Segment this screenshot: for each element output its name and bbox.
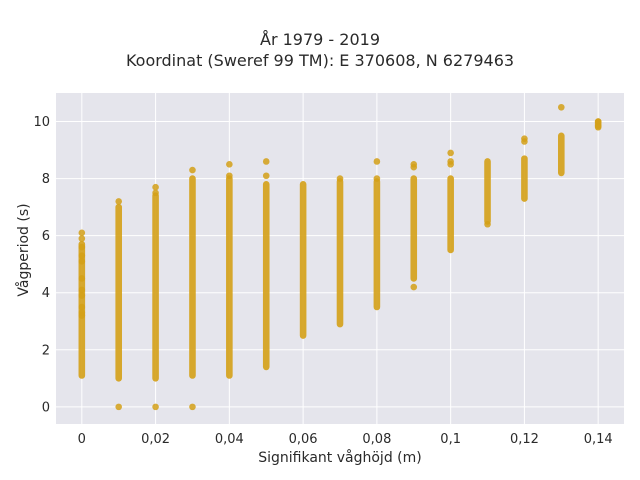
point-column	[447, 175, 454, 254]
point-column	[299, 181, 307, 339]
chart-subtitle: Koordinat (Sweref 99 TM): E 370608, N 62…	[125, 51, 515, 70]
data-point	[78, 286, 86, 294]
y-tick-label: 8	[42, 172, 50, 187]
y-axis-label: Vågperiod (s)	[15, 203, 32, 296]
point-column	[373, 178, 381, 311]
data-point	[78, 243, 86, 251]
x-tick-label: 0,12	[510, 432, 539, 447]
x-tick-label: 0,08	[362, 432, 391, 447]
point-column	[484, 158, 491, 225]
x-tick-label: 0	[78, 432, 86, 447]
data-point	[226, 161, 233, 168]
data-point	[447, 149, 454, 157]
data-point	[373, 158, 381, 165]
data-point	[78, 229, 86, 237]
data-point	[78, 258, 86, 265]
x-tick-label: 0,04	[215, 432, 244, 447]
point-column	[262, 181, 270, 371]
data-point	[78, 303, 86, 311]
data-point	[447, 161, 454, 168]
grid	[56, 93, 624, 424]
data-point	[152, 189, 159, 197]
point-column	[115, 203, 123, 382]
data-point	[78, 292, 86, 299]
data-point	[115, 198, 123, 205]
data-point	[373, 175, 381, 182]
point-column	[336, 178, 344, 328]
data-point	[410, 163, 418, 171]
data-point	[557, 103, 565, 111]
data-point	[78, 275, 86, 282]
scatter-points	[78, 103, 602, 411]
data-point	[521, 138, 528, 145]
point-column	[226, 175, 233, 379]
data-point	[410, 283, 418, 291]
chart-title: År 1979 - 2019	[260, 30, 380, 49]
y-tick-label: 2	[42, 343, 50, 358]
point-column	[410, 175, 418, 282]
x-tick-label: 0,06	[289, 432, 318, 447]
y-axis-ticks: 0 2 4 6 8 10	[33, 115, 50, 415]
x-axis-ticks: 0 0,02 0,04 0,06 0,08 0,1 0,12 0,14	[78, 432, 613, 447]
point-column	[152, 192, 159, 382]
data-point	[152, 403, 159, 411]
data-point	[189, 166, 196, 174]
data-point	[152, 183, 159, 191]
data-point	[594, 122, 602, 130]
data-point	[226, 172, 233, 180]
point-column	[189, 175, 196, 379]
data-point	[484, 220, 491, 228]
y-tick-label: 0	[42, 400, 50, 415]
x-tick-label: 0,1	[440, 432, 461, 447]
data-point	[262, 158, 270, 165]
data-point	[115, 403, 123, 411]
y-tick-label: 4	[42, 286, 50, 301]
x-axis-label: Signifikant våghöjd (m)	[258, 449, 421, 466]
data-point	[336, 175, 344, 182]
y-tick-label: 10	[33, 115, 50, 130]
x-tick-label: 0,02	[141, 432, 170, 447]
data-point	[262, 172, 270, 180]
point-column	[521, 155, 528, 202]
point-column	[557, 132, 565, 177]
data-point	[78, 252, 86, 259]
data-point	[78, 235, 86, 242]
data-point	[78, 312, 86, 319]
y-tick-label: 6	[42, 229, 50, 244]
data-point	[189, 403, 196, 411]
x-tick-label: 0,14	[584, 432, 613, 447]
